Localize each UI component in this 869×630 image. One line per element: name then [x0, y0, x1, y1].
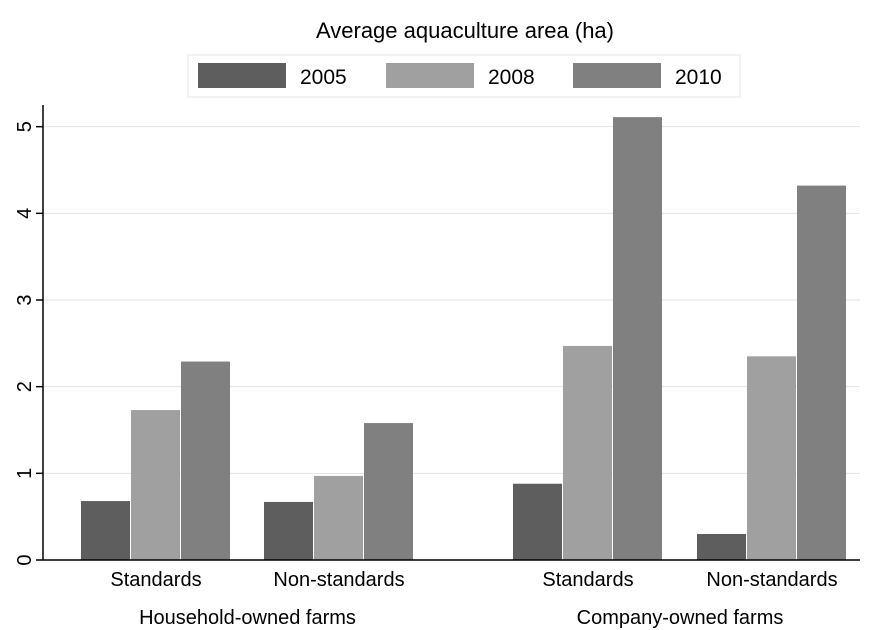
chart-title: Average aquaculture area (ha)	[316, 18, 614, 43]
legend-label-2010: 2010	[675, 66, 722, 89]
y-tick-label: 4	[14, 208, 36, 219]
y-tick-label: 0	[14, 554, 36, 565]
legend-swatch-2005	[198, 63, 286, 88]
bar-2010-2	[364, 423, 413, 560]
x-group-label: Household-owned farms	[139, 607, 356, 629]
legend: 2005 2008 2010	[198, 63, 722, 89]
y-axis-ticks: 0 1 2 3 4 5	[14, 121, 43, 566]
legend-label-2008: 2008	[488, 66, 535, 89]
x-axis-labels: Standards Non-standards Standards Non-stand…	[110, 569, 837, 629]
x-group-label: Company-owned farms	[577, 607, 784, 629]
bars	[81, 117, 846, 560]
bar-2005-2	[264, 501, 313, 560]
x-category-label: Standards	[542, 569, 633, 591]
x-category-label: Non-standards	[706, 569, 837, 591]
bar-2005-3	[513, 483, 562, 560]
x-category-label: Standards	[110, 569, 201, 591]
legend-swatch-2010	[573, 63, 661, 88]
y-tick-label: 5	[14, 121, 36, 132]
bar-2008-4	[747, 356, 796, 560]
bar-2005-1	[81, 501, 130, 560]
legend-label-2005: 2005	[300, 66, 347, 89]
y-tick-label: 3	[14, 294, 36, 305]
bar-2008-3	[563, 345, 612, 560]
bar-2008-2	[314, 475, 363, 560]
bar-2008-1	[131, 410, 180, 560]
y-tick-label: 1	[14, 468, 36, 479]
legend-swatch-2008	[386, 63, 474, 88]
bar-2010-3	[613, 117, 662, 560]
bar-2005-4	[697, 534, 746, 560]
bar-2010-1	[181, 361, 230, 560]
bar-2010-4	[797, 185, 846, 560]
x-category-label: Non-standards	[273, 569, 404, 591]
y-tick-label: 2	[14, 381, 36, 392]
